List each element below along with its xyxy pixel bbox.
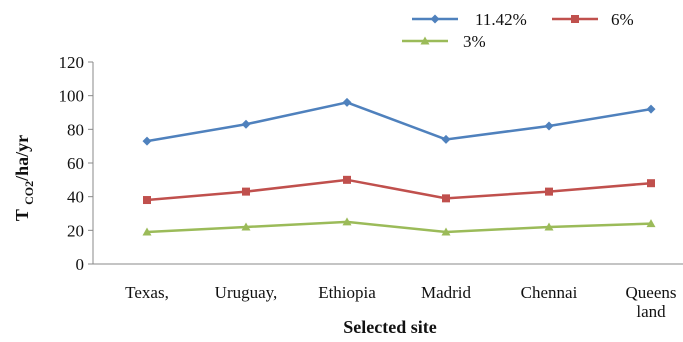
x-tick-label: Madrid	[421, 283, 472, 302]
legend-label-2: 6%	[611, 10, 634, 29]
y-tick-label: 60	[67, 154, 84, 173]
legend-marker-2	[571, 15, 579, 23]
y-axis-label: T CO2/ha/yr	[12, 135, 36, 221]
y-tick-label: 80	[67, 120, 84, 139]
data-point-series-2	[343, 176, 351, 184]
x-axis-label: Selected site	[343, 317, 436, 337]
data-point-series-1	[647, 105, 656, 114]
data-point-series-2	[143, 196, 151, 204]
y-tick-label: 20	[67, 221, 84, 240]
x-tick-label: Ethiopia	[318, 283, 376, 302]
y-axis-label-rest: /ha/yr	[12, 135, 32, 182]
plot-area: 0 20 40 60 80 100 120 Texas, Uruguay, Ethiopia Mad…	[59, 53, 683, 321]
data-point-series-2	[242, 188, 250, 196]
y-tick-label: 40	[67, 188, 84, 207]
y-tick-label: 100	[59, 87, 85, 106]
legend-label-1: 11.42%	[475, 10, 527, 29]
series-line-2	[147, 180, 651, 200]
data-point-series-2	[442, 194, 450, 202]
y-axis-label-subscript: CO2	[22, 181, 36, 205]
x-tick-label: Chennai	[521, 283, 578, 302]
y-tick-label: 120	[59, 53, 85, 72]
legend-label-3: 3%	[463, 32, 486, 51]
series-line-1	[147, 102, 651, 141]
y-axis-label-main: T	[12, 205, 32, 221]
data-point-series-1	[242, 120, 251, 129]
x-tick-label: Texas,	[125, 283, 169, 302]
x-tick-label: Uruguay,	[215, 283, 278, 302]
y-tick-label: 0	[76, 255, 85, 274]
series-line-3	[147, 222, 651, 232]
data-point-series-1	[545, 121, 554, 130]
data-point-series-2	[545, 188, 553, 196]
data-point-series-1	[442, 135, 451, 144]
legend-marker-1	[431, 15, 440, 24]
data-point-series-1	[343, 98, 352, 107]
legend: 11.42% 6% 3%	[402, 10, 634, 51]
data-point-series-1	[143, 137, 152, 146]
data-point-series-2	[647, 179, 655, 187]
x-tick-label: Queens land	[626, 283, 677, 321]
